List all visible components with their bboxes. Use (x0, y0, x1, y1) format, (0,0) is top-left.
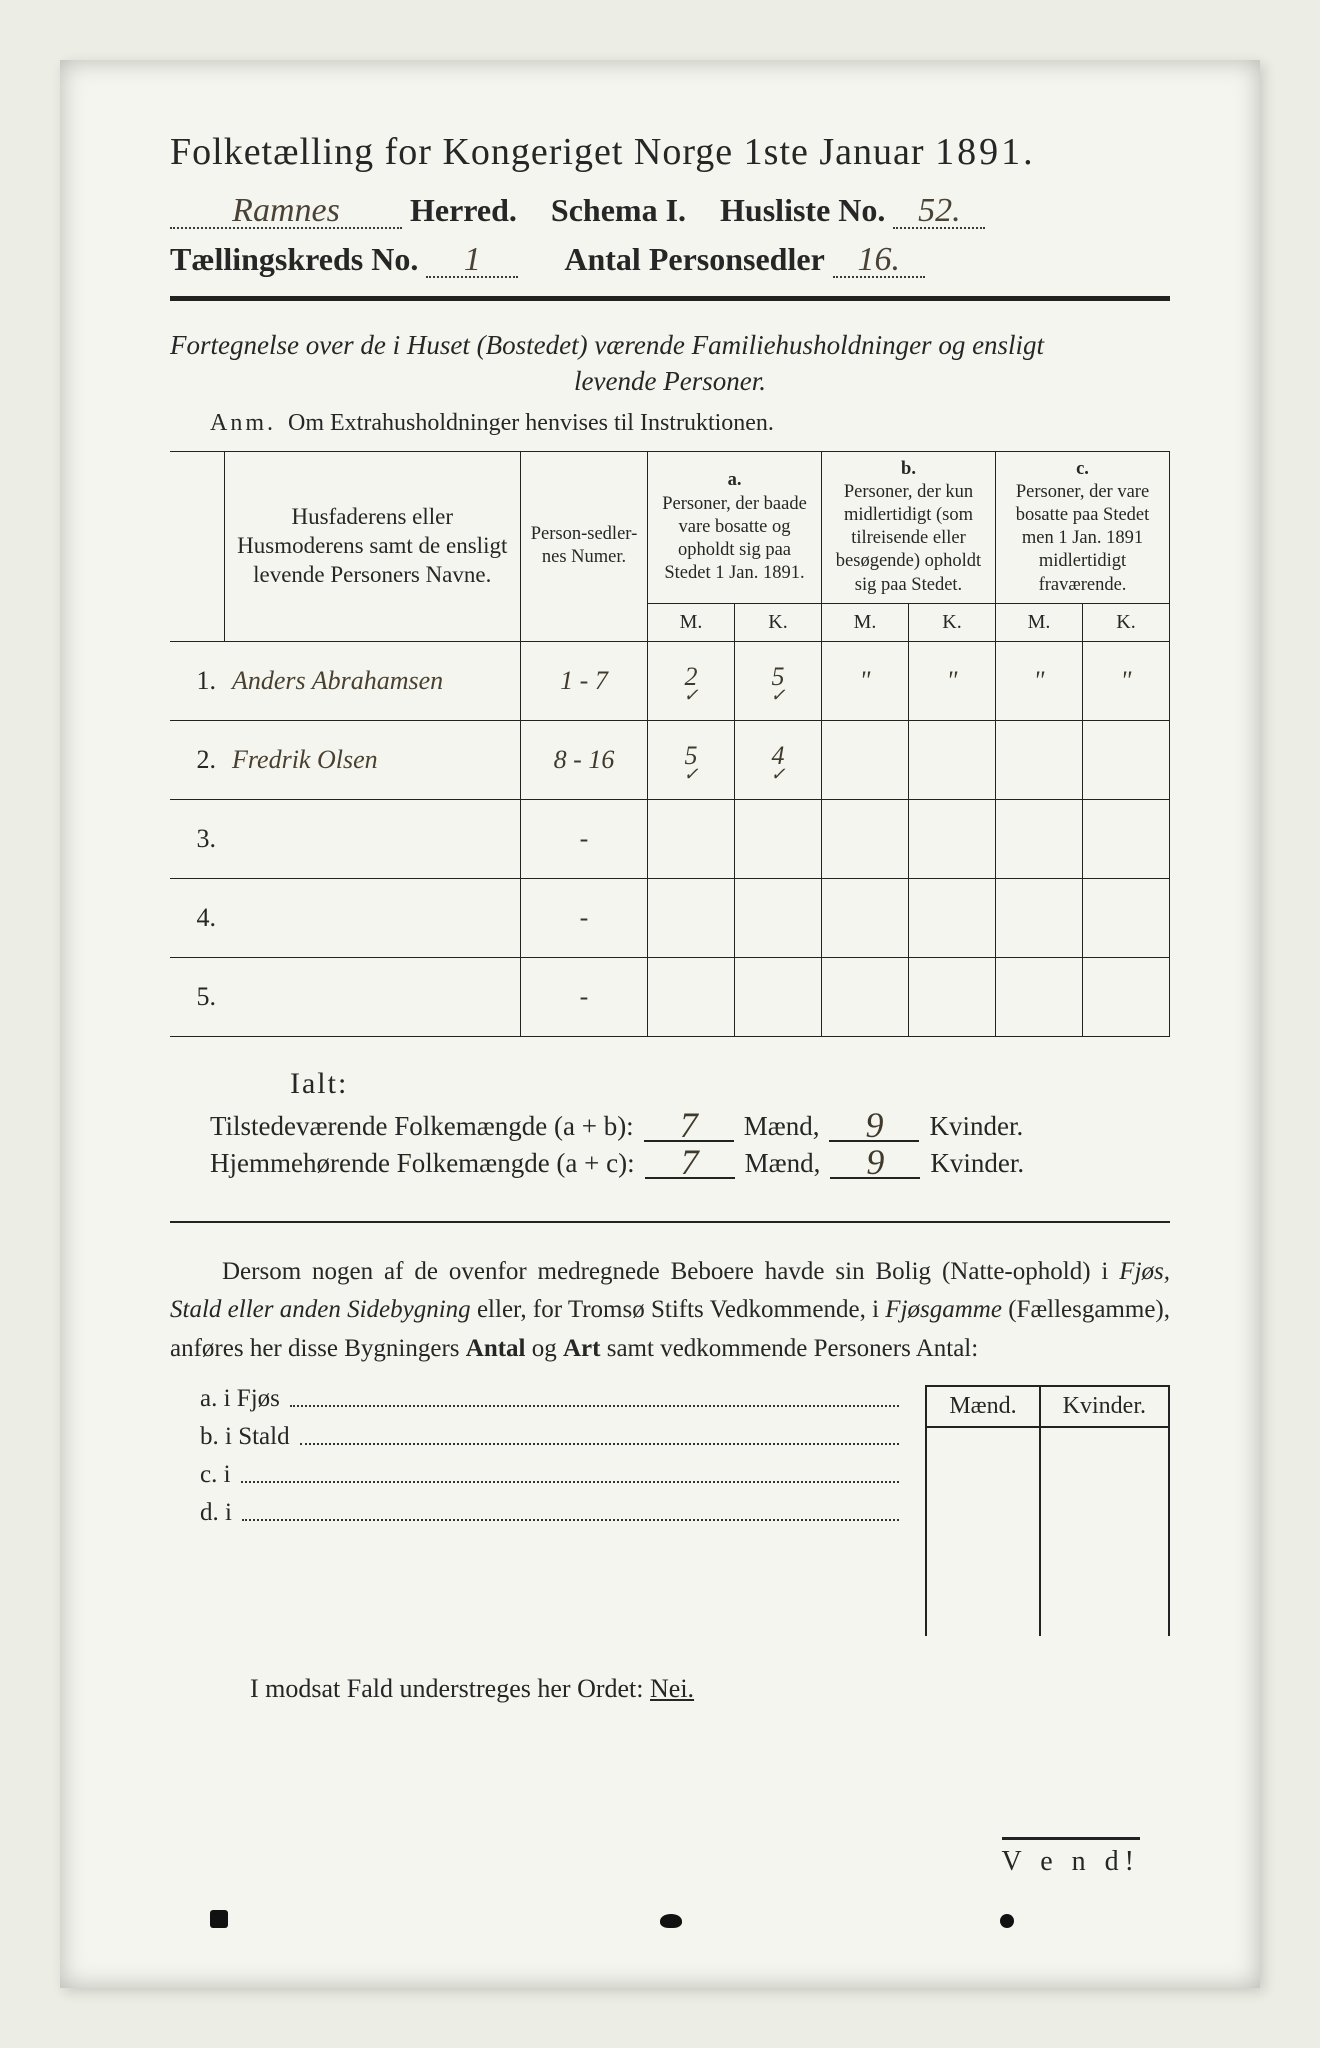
side-maend: Mænd. (926, 1386, 1039, 1427)
schema-label: Schema I. (551, 192, 686, 229)
kvinder-label: Kvinder. (929, 1111, 1023, 1142)
col-names: Husfaderens eller Husmoderens samt de en… (224, 451, 521, 641)
side-count-table: Mænd. Kvinder. (925, 1385, 1170, 1636)
col-psed: Person-sedler-nes Numer. (521, 451, 648, 641)
col-b-k: K. (909, 603, 996, 641)
header-line-1: Ramnes Herred. Schema I. Husliste No. 52… (170, 192, 1170, 229)
dwelling-paragraph: Dersom nogen af de ovenfor medregnede Be… (170, 1253, 1170, 1369)
punch-hole-icon (660, 1914, 682, 1928)
anm-label: Anm. (210, 410, 276, 436)
table-row: 1. Anders Abrahamsen 1 - 7 2✓ 5✓ " " " " (170, 641, 1170, 720)
col-c-k: K. (1083, 603, 1170, 641)
form-title: Folketælling for Kongeriget Norge 1ste J… (170, 130, 1170, 174)
total-ab: Tilstedeværende Folkemængde (a + b): 7 M… (210, 1111, 1170, 1142)
line-d: d. i (200, 1499, 232, 1527)
maend-label2: Mænd, (745, 1148, 821, 1179)
table-row: 4. - (170, 878, 1170, 957)
census-table: Husfaderens eller Husmoderens samt de en… (170, 451, 1170, 1037)
anm-line: Anm. Om Extrahusholdninger henvises til … (210, 410, 1170, 437)
modsat-text: I modsat Fald understreges her Ordet: (250, 1674, 644, 1703)
kreds-field: 1 (426, 245, 518, 278)
table-row: 2. Fredrik Olsen 8 - 16 5✓ 4✓ (170, 720, 1170, 799)
anm-text: Om Extrahusholdninger henvises til Instr… (288, 410, 774, 436)
herred-label: Herred. (410, 192, 517, 229)
intro-text: Fortegnelse over de i Huset (Bostedet) v… (170, 327, 1170, 400)
table-row: 3. - (170, 799, 1170, 878)
divider-top (170, 296, 1170, 301)
herred-field: Ramnes (170, 196, 402, 229)
modsat-nei: Nei. (650, 1674, 694, 1703)
total-ab-k: 9 (829, 1111, 919, 1142)
husliste-label: Husliste No. (720, 192, 885, 229)
divider-mid (170, 1221, 1170, 1223)
col-a-k: K. (735, 603, 822, 641)
col-c-m: M. (996, 603, 1083, 641)
line-c: c. i (200, 1461, 231, 1489)
col-b-m: M. (822, 603, 909, 641)
antal-label: Antal Personsedler (564, 241, 824, 278)
total-ab-m: 7 (644, 1111, 734, 1142)
punch-hole-icon (1000, 1914, 1014, 1928)
side-kvinder: Kvinder. (1040, 1386, 1169, 1427)
total-ab-label: Tilstedeværende Folkemængde (a + b): (210, 1111, 634, 1142)
kvinder-label2: Kvinder. (930, 1148, 1024, 1179)
census-form-sheet: Folketælling for Kongeriget Norge 1ste J… (60, 60, 1260, 1988)
total-ac-label: Hjemmehørende Folkemængde (a + c): (210, 1148, 635, 1179)
col-b-head: b. Personer, der kun midlertidigt (som t… (822, 451, 996, 603)
title-year: 1891. (935, 131, 1036, 173)
vend-label: V e n d! (1002, 1837, 1140, 1878)
line-b: b. i Stald (200, 1423, 290, 1451)
antal-field: 16. (833, 245, 925, 278)
punch-hole-icon (210, 1910, 228, 1928)
table-row: 5. - (170, 957, 1170, 1036)
ialt-label: Ialt: (290, 1067, 1170, 1101)
husliste-field: 52. (893, 196, 985, 229)
census-body: 1. Anders Abrahamsen 1 - 7 2✓ 5✓ " " " "… (170, 641, 1170, 1036)
modsat-line: I modsat Fald understreges her Ordet: Ne… (250, 1674, 1170, 1704)
col-a-head: a. Personer, der baade vare bosatte og o… (648, 451, 822, 603)
title-text: Folketælling for Kongeriget Norge 1ste J… (170, 131, 925, 173)
intro-line2: levende Personer. (170, 363, 1170, 399)
line-a: a. i Fjøs (200, 1385, 280, 1413)
total-ac: Hjemmehørende Folkemængde (a + c): 7 Mæn… (210, 1148, 1170, 1179)
intro-line1: Fortegnelse over de i Huset (Bostedet) v… (170, 330, 1044, 360)
total-ac-k: 9 (830, 1148, 920, 1179)
maend-label: Mænd, (744, 1111, 820, 1142)
col-a-m: M. (648, 603, 735, 641)
kreds-label: Tællingskreds No. (170, 241, 418, 278)
total-ac-m: 7 (645, 1148, 735, 1179)
header-line-2: Tællingskreds No. 1 Antal Personsedler 1… (170, 241, 1170, 278)
col-c-head: c. Personer, der vare bosatte paa Stedet… (996, 451, 1170, 603)
